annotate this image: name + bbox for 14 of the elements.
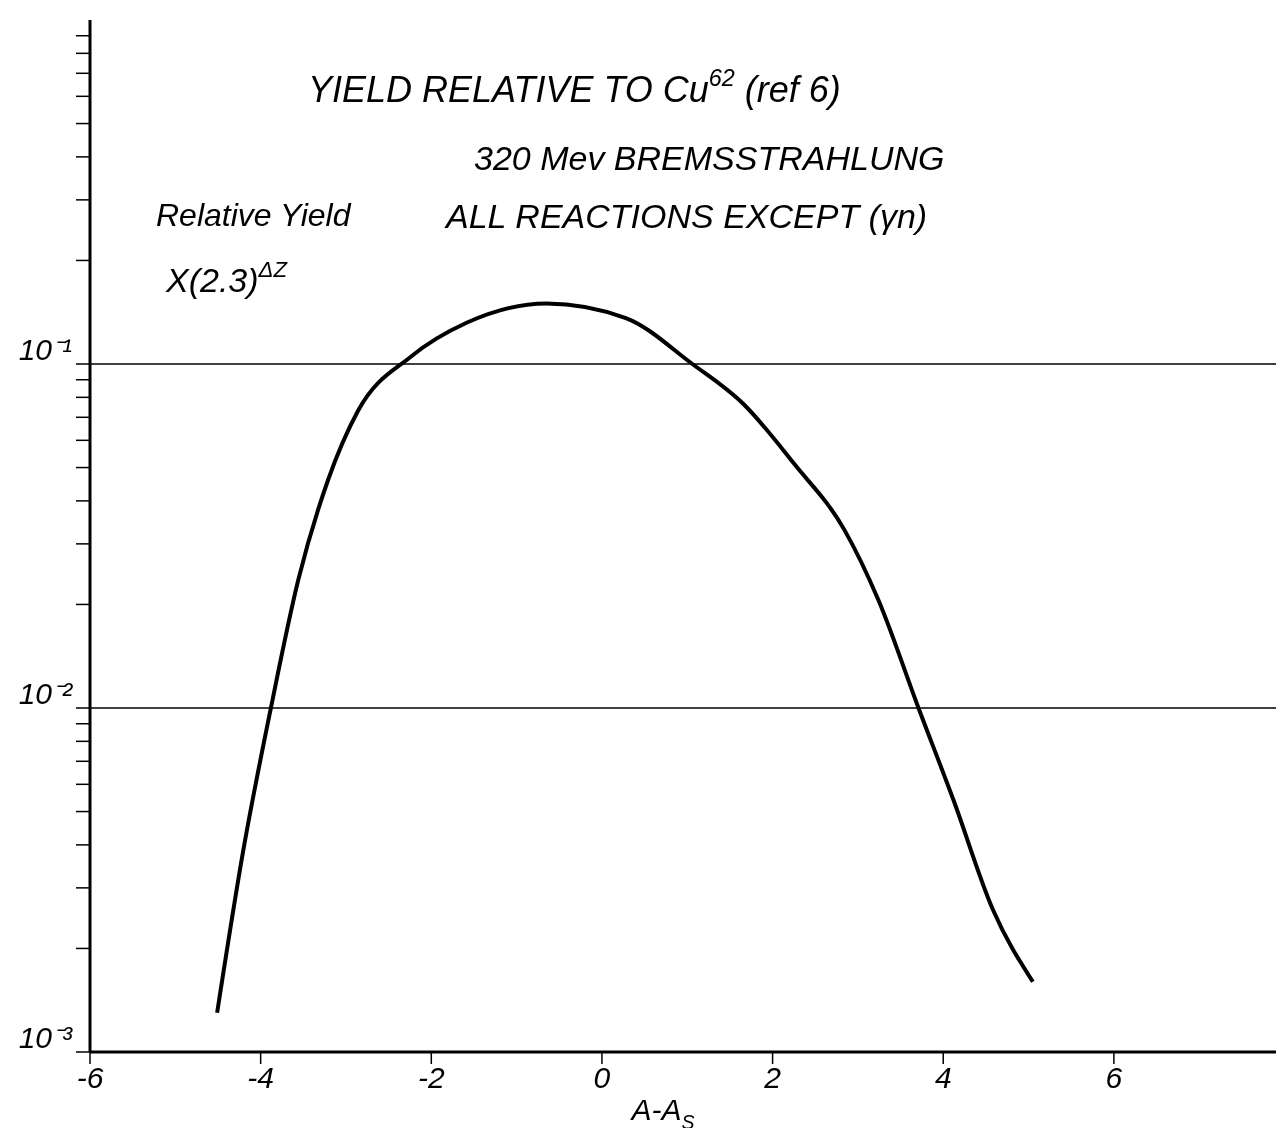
y-tick-label: 10⁻¹ bbox=[18, 333, 73, 366]
x-tick-label: 2 bbox=[763, 1061, 782, 1094]
x-tick-label: -2 bbox=[417, 1061, 445, 1094]
text: YIELD RELATIVE TO Cu$^{62}$ (ref 6) bbox=[308, 64, 841, 110]
y-tick-label: 10⁻³ bbox=[18, 1021, 74, 1054]
x-tick-label: 0 bbox=[593, 1061, 611, 1094]
x-tick-label: 6 bbox=[1105, 1061, 1123, 1094]
y-tick-label: 10⁻² bbox=[18, 677, 74, 710]
x-tick-label: -6 bbox=[76, 1061, 104, 1094]
y-axis-title: Relative Yield X(2.3)$^{ΔZ}$ bbox=[156, 197, 352, 299]
x-tick-label: 4 bbox=[934, 1061, 952, 1094]
x-tick-label: -4 bbox=[247, 1061, 274, 1094]
text: 320 Mev BREMSSTRAHLUNG bbox=[474, 139, 945, 177]
annotation: ALL REACTIONS EXCEPT (γn) bbox=[444, 197, 928, 235]
